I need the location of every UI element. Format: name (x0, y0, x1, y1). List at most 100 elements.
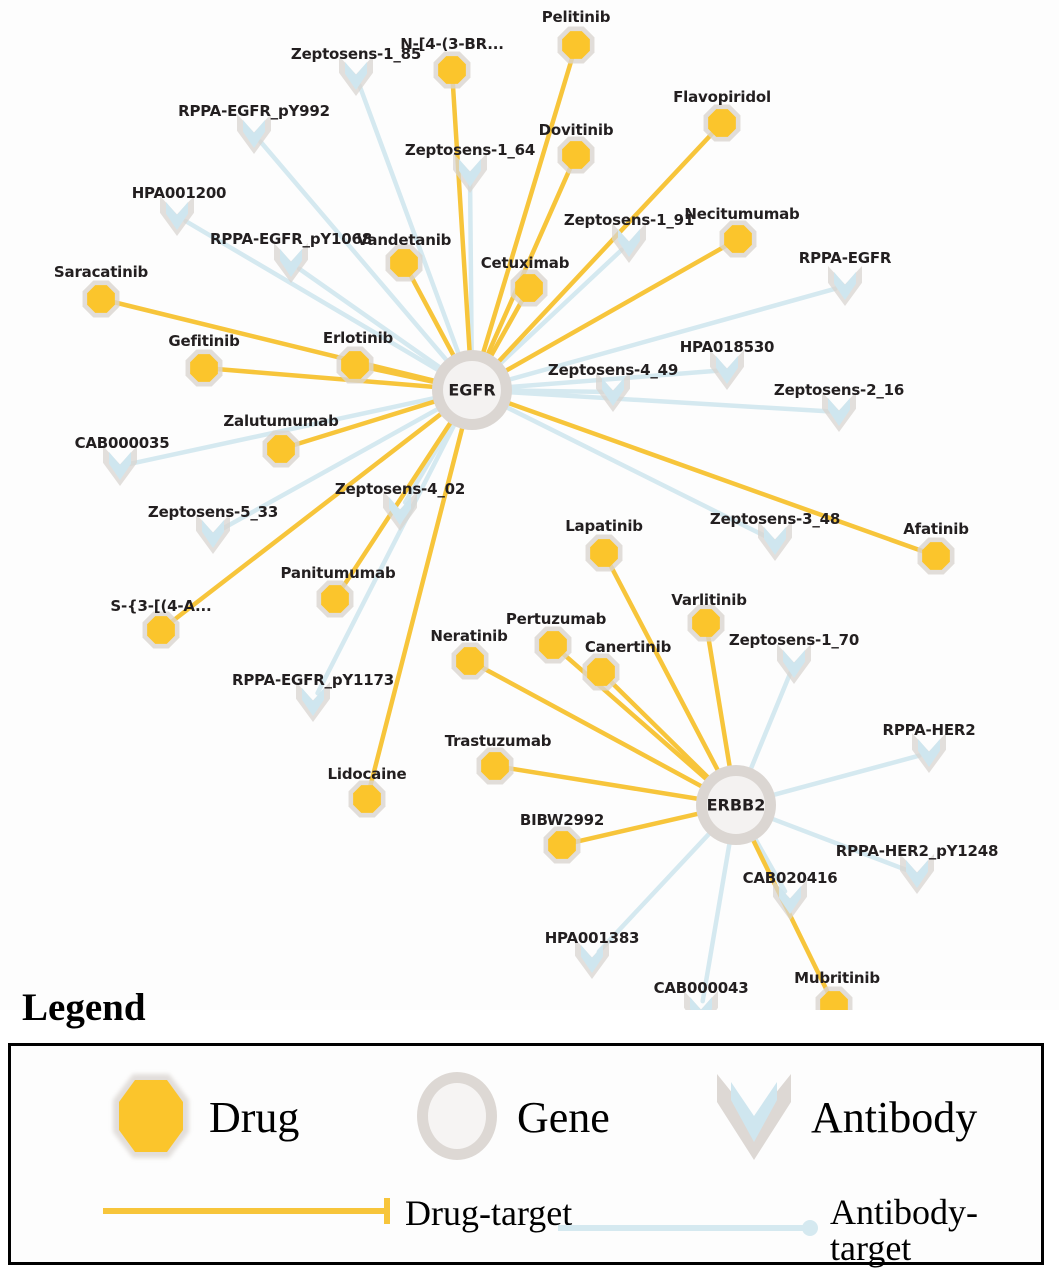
drug-node[interactable] (587, 658, 615, 686)
legend-item-drug-target: Drug-target (99, 1194, 572, 1232)
gene-node-inner (707, 776, 765, 834)
edge-antibody-target (296, 266, 450, 376)
edge-drug-target (367, 414, 468, 791)
gene-node-inner (443, 361, 501, 419)
edge-antibody-target (183, 218, 449, 378)
edge-antibody-target (700, 832, 734, 1004)
antibody-node[interactable] (783, 650, 805, 678)
edge-antibody-target (748, 828, 788, 894)
antibody-node[interactable] (459, 159, 481, 187)
drug-node[interactable] (562, 31, 590, 59)
drug-node[interactable] (548, 831, 576, 859)
drug-node[interactable] (481, 752, 509, 780)
antibody-node[interactable] (779, 886, 801, 914)
antibody-node[interactable] (602, 378, 624, 406)
edge-drug-target (477, 663, 714, 794)
antibody-node[interactable] (302, 688, 324, 716)
antibody-node[interactable] (280, 249, 302, 277)
drug-node[interactable] (353, 785, 381, 813)
drug-node[interactable] (341, 351, 369, 379)
drug-node[interactable] (190, 354, 218, 382)
edges-layer (109, 53, 928, 1004)
network-graph-svg (82, 26, 955, 1010)
legend-box: Drug Gene Antibody (8, 1043, 1044, 1266)
antibody-node[interactable] (389, 497, 411, 525)
antibody-node[interactable] (618, 229, 640, 257)
drug-node[interactable] (321, 585, 349, 613)
legend-label-gene: Gene (517, 1093, 610, 1142)
legend-label-drug: Drug (209, 1093, 300, 1142)
edge-drug-target (477, 53, 576, 366)
edge-antibody-target (596, 824, 718, 954)
legend-item-drug: Drug (107, 1068, 299, 1168)
drug-node[interactable] (562, 141, 590, 169)
edge-drug-target (289, 396, 448, 449)
nodes-layer (82, 26, 955, 1010)
legend-label-antibody-target: Antibody-target (830, 1192, 978, 1268)
edge-antibody-target (499, 389, 832, 414)
edge-antibody-target (761, 813, 910, 873)
legend: Legend Drug Gene (0, 985, 1059, 1280)
edge-antibody-target (498, 286, 838, 385)
antibody-node[interactable] (834, 272, 856, 300)
antibody-node[interactable] (918, 739, 940, 767)
antibody-node[interactable] (690, 997, 712, 1010)
gene-node-label: EGFR (448, 380, 496, 400)
edge-drug-target (212, 366, 447, 390)
legend-item-antibody: Antibody (711, 1068, 977, 1168)
legend-item-gene: Gene (411, 1068, 610, 1168)
edge-antibody-target (762, 753, 922, 800)
antibody-node[interactable] (764, 527, 786, 555)
drug-node[interactable] (87, 285, 115, 313)
edge-drug-target (705, 631, 734, 780)
edge-drug-target (570, 809, 711, 845)
drug-node[interactable] (390, 249, 418, 277)
antibody-node[interactable] (345, 62, 367, 90)
drug-node[interactable] (590, 539, 618, 567)
edge-drug-target (338, 411, 459, 593)
edge-drug-target (494, 242, 731, 379)
drug-node[interactable] (922, 542, 950, 570)
antibody-node[interactable] (166, 202, 188, 230)
edge-antibody-target (496, 401, 769, 539)
drug-node[interactable] (724, 225, 752, 253)
edge-antibody-target (127, 394, 445, 467)
drug-node[interactable] (267, 435, 295, 463)
antibody-vee-icon (711, 1068, 797, 1168)
antibody-node[interactable] (202, 520, 224, 548)
drug-node[interactable] (438, 56, 466, 84)
legend-item-antibody-target: Antibody-target (554, 1194, 1041, 1266)
edge-drug-target (363, 365, 447, 387)
drug-target-edge-icon (99, 1194, 399, 1232)
drug-node[interactable] (515, 274, 543, 302)
edge-drug-target (406, 270, 462, 368)
drug-node[interactable] (692, 609, 720, 637)
edge-antibody-target (467, 180, 474, 363)
antibody-node[interactable] (828, 398, 850, 426)
drug-node[interactable] (708, 109, 736, 137)
edge-antibody-target (315, 414, 461, 696)
gene-node-label: ERBB2 (706, 795, 766, 815)
edge-drug-target (503, 765, 711, 803)
antibody-node[interactable] (109, 452, 131, 480)
edge-antibody-target (258, 139, 455, 370)
drug-node[interactable] (456, 647, 484, 675)
edge-drug-target (606, 677, 719, 788)
gene-ring-icon (411, 1068, 503, 1168)
drug-node[interactable] (539, 631, 567, 659)
antibody-node[interactable] (906, 860, 928, 888)
drug-node[interactable] (820, 991, 848, 1010)
legend-title: Legend (22, 986, 146, 1029)
antibody-node[interactable] (716, 356, 738, 384)
drug-node[interactable] (147, 616, 175, 644)
edge-drug-target (450, 78, 473, 365)
antibody-node[interactable] (243, 120, 265, 148)
legend-label-drug-target: Drug-target (405, 1193, 573, 1233)
drug-octagon-icon (107, 1068, 195, 1168)
edge-antibody-target (499, 368, 720, 390)
edge-drug-target (606, 560, 726, 783)
antibody-node[interactable] (581, 945, 603, 973)
antibody-target-edge-icon (554, 1211, 824, 1249)
edge-drug-target (483, 295, 526, 368)
edge-antibody-target (357, 83, 464, 365)
